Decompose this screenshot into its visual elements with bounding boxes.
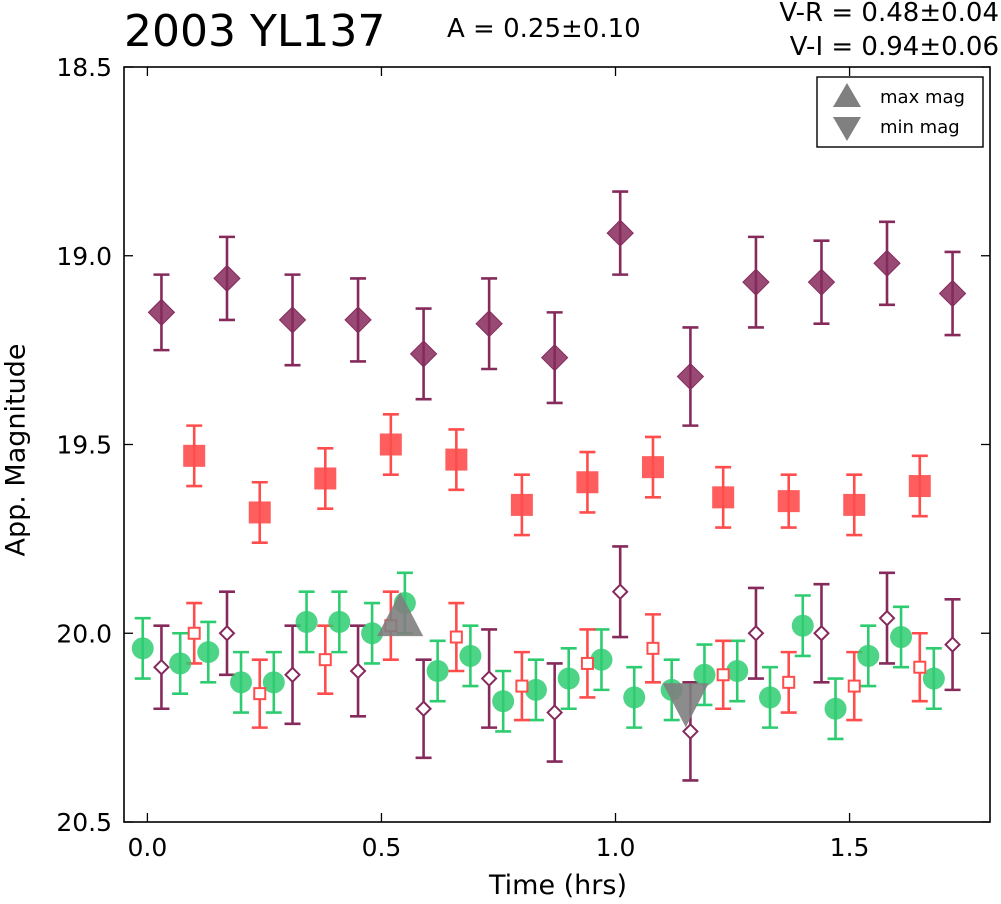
data-point (857, 644, 880, 667)
data-point (580, 656, 594, 670)
x-tick-label: 1.5 (830, 833, 870, 862)
data-point (576, 471, 599, 494)
data-point (492, 690, 515, 713)
data-point (606, 219, 634, 247)
data-point (782, 675, 796, 689)
data-point (475, 309, 503, 338)
amplitude-label: A = 0.25±0.10 (447, 14, 641, 44)
data-point (449, 630, 463, 644)
data-point (611, 583, 629, 601)
data-point (349, 662, 367, 680)
data-point (712, 486, 735, 509)
y-axis-label: App. Magnitude (0, 343, 32, 557)
data-point (169, 652, 192, 675)
data-point (253, 687, 267, 701)
data-point (944, 636, 961, 653)
data-point (913, 660, 927, 674)
data-point (147, 298, 176, 327)
y-tick-label: 18.5 (56, 53, 112, 82)
x-tick-label: 1.0 (596, 833, 636, 862)
data-point (540, 343, 569, 372)
data-point (197, 641, 220, 664)
data-point (295, 610, 318, 633)
data-point (716, 668, 730, 682)
data-point (777, 490, 800, 513)
data-point (676, 362, 705, 391)
color-vi-label: V-I = 0.94±0.06 (789, 32, 999, 62)
extrema-marker (377, 592, 424, 637)
data-point (213, 264, 241, 293)
data-point (873, 249, 901, 278)
data-point (623, 686, 646, 709)
data-point (409, 340, 438, 368)
color-vr-label: V-R = 0.48±0.04 (779, 0, 999, 28)
data-point (187, 626, 201, 640)
data-point (807, 268, 836, 296)
data-point (344, 306, 372, 334)
data-point (590, 648, 613, 671)
data-point (843, 493, 866, 516)
data-point (248, 501, 271, 524)
y-tick-label: 19.5 (56, 431, 112, 460)
data-point (908, 475, 931, 498)
x-tick-label: 0.0 (128, 833, 168, 862)
data-point (813, 624, 830, 642)
data-point (922, 667, 945, 690)
chart-title: 2003 YL137 (124, 6, 386, 57)
data-point (459, 644, 482, 667)
data-point (318, 653, 332, 667)
x-axis-label: Time (hrs) (488, 870, 627, 901)
data-point (328, 610, 351, 633)
legend-label: min mag (880, 117, 960, 138)
data-point (747, 624, 765, 642)
data-point (726, 660, 749, 682)
data-point (262, 671, 285, 694)
data-point (938, 279, 967, 308)
y-tick-label: 19.0 (56, 242, 112, 271)
data-point (847, 679, 861, 693)
data-point (510, 493, 533, 516)
data-point (791, 614, 814, 637)
extrema-marker (662, 683, 709, 728)
data-point (445, 448, 468, 471)
data-point (742, 268, 770, 296)
legend-label: max mag (880, 87, 965, 108)
data-point (361, 622, 384, 645)
data-point (230, 671, 253, 694)
legend-marker-min (833, 117, 861, 141)
data-point (557, 667, 580, 690)
y-tick-label: 20.5 (56, 808, 112, 837)
data-point (284, 666, 301, 684)
data-point (824, 697, 847, 720)
data-point (758, 686, 781, 709)
data-point (524, 678, 547, 701)
data-point (153, 658, 170, 676)
data-point (379, 433, 402, 456)
data-point (314, 467, 337, 490)
data-point (890, 626, 913, 649)
legend-marker-max (833, 83, 861, 107)
data-point (641, 456, 664, 479)
data-point (878, 609, 896, 627)
data-point (480, 670, 498, 687)
data-point (693, 663, 716, 686)
data-point (278, 306, 307, 334)
data-point (426, 660, 449, 682)
data-point (546, 704, 564, 721)
data-point (131, 637, 154, 660)
data-point (646, 641, 660, 655)
data-point (183, 444, 206, 467)
data-point (415, 700, 433, 718)
data-point (218, 624, 236, 642)
y-tick-label: 20.0 (56, 619, 112, 648)
data-point (681, 722, 699, 740)
data-point (515, 679, 529, 693)
x-tick-label: 0.5 (362, 833, 402, 862)
